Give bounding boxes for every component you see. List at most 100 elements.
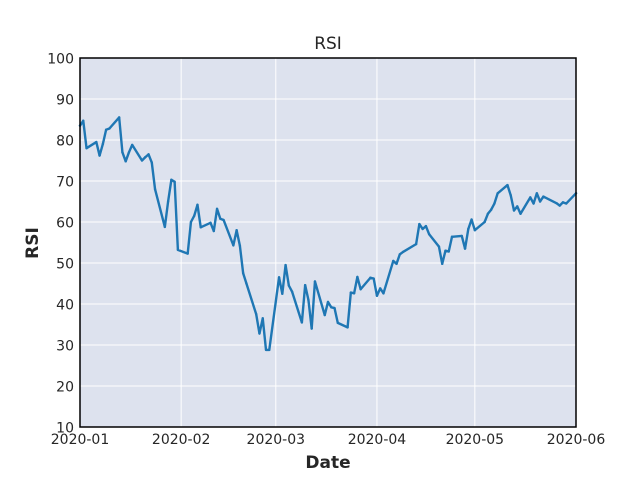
rsi-data-point: [427, 233, 431, 236]
rsi-data-point: [127, 151, 131, 154]
rsi-data-point: [538, 200, 542, 203]
rsi-data-point: [144, 156, 147, 159]
rsi-data-point: [121, 151, 124, 154]
rsi-data-point: [303, 283, 307, 287]
rsi-data-point: [241, 272, 245, 275]
rsi-data-point: [421, 227, 424, 231]
x-tick-label: 2020-01: [51, 432, 110, 448]
rsi-data-point: [232, 244, 235, 247]
rsi-data-point: [473, 229, 477, 232]
y-tick-label: 70: [56, 175, 74, 191]
rsi-data-point: [512, 209, 516, 212]
rsi-data-point: [117, 116, 121, 119]
rsi-data-point: [193, 214, 196, 218]
rsi-data-point: [565, 202, 568, 205]
rsi-data-point: [277, 276, 281, 279]
rsi-data-point: [555, 201, 558, 205]
rsi-data-point: [424, 224, 428, 228]
rsi-data-point: [140, 159, 144, 162]
rsi-data-point: [281, 292, 284, 295]
rsi-data-point: [395, 262, 398, 266]
rsi-data-point: [108, 127, 111, 130]
data-series: [78, 116, 578, 352]
rsi-data-point: [450, 235, 454, 238]
rsi-data-point: [313, 280, 317, 283]
rsi-data-point: [535, 192, 539, 195]
rsi-data-point: [375, 294, 379, 297]
rsi-data-point: [209, 221, 212, 225]
rsi-data-point: [258, 332, 261, 335]
rsi-data-point: [486, 212, 490, 215]
rsi-data-point: [261, 317, 264, 320]
rsi-data-point: [310, 327, 313, 330]
rsi-data-point: [186, 252, 189, 255]
x-tick-label: 2020-02: [152, 432, 211, 448]
rsi-data-point: [215, 207, 219, 211]
rsi-data-point: [82, 119, 85, 122]
plot-background: [80, 58, 576, 427]
rsi-data-point: [235, 229, 238, 232]
rsi-data-point: [447, 250, 450, 253]
x-axis-label: Date: [305, 453, 350, 473]
rsi-data-point: [189, 220, 193, 224]
rsi-data-point: [561, 201, 565, 204]
y-tick-label: 90: [56, 93, 74, 109]
rsi-data-point: [529, 196, 532, 199]
rsi-data-point: [323, 313, 326, 317]
y-tick-label: 40: [56, 298, 74, 314]
rsi-data-point: [104, 128, 108, 131]
rsi-data-point: [352, 292, 356, 295]
rsi-data-point: [506, 183, 509, 187]
rsi-data-point: [307, 298, 310, 302]
y-axis-label: RSI: [23, 227, 43, 259]
rsi-data-point: [359, 288, 362, 291]
rsi-data-point: [245, 282, 248, 285]
rsi-data-point: [401, 250, 405, 254]
rsi-data-point: [532, 202, 535, 205]
y-tick-label: 80: [56, 134, 74, 150]
rsi-data-point: [199, 226, 202, 229]
rsi-data-point: [131, 143, 134, 147]
x-tick-label: 2020-06: [547, 432, 606, 448]
plot-frame: [79, 57, 577, 428]
rsi-data-point: [346, 326, 349, 329]
rsi-data-point: [336, 321, 339, 325]
rsi-data-point: [98, 154, 101, 157]
rsi-data-point: [441, 262, 444, 266]
rsi-data-point: [153, 188, 157, 191]
rsi-data-point: [173, 180, 176, 184]
x-tick-label: 2020-03: [247, 432, 306, 448]
rsi-data-point: [150, 161, 153, 164]
rsi-data-point: [542, 195, 545, 198]
rsi-data-point: [418, 222, 421, 226]
rsi-data-point: [470, 218, 473, 221]
rsi-data-point: [330, 306, 333, 309]
rsi-data-point: [369, 276, 372, 279]
rsi-data-point: [85, 147, 88, 150]
rsi-data-point: [463, 247, 467, 250]
x-tick-label: 2020-04: [348, 432, 407, 448]
rsi-data-point: [333, 306, 336, 310]
rsi-data-point: [268, 348, 271, 352]
y-tick-label: 20: [56, 380, 74, 396]
rsi-data-point: [483, 220, 486, 224]
rsi-data-point: [349, 291, 353, 294]
rsi-data-point: [460, 234, 463, 238]
rsi-data-point: [219, 217, 222, 220]
rsi-data-point: [519, 212, 522, 215]
rsi-data-point: [493, 202, 496, 205]
rsi-data-point: [101, 142, 105, 146]
rsi-data-point: [196, 203, 199, 206]
rsi-data-point: [290, 290, 294, 293]
rsi-data-point: [437, 245, 441, 248]
rsi-data-point: [170, 178, 173, 181]
rsi-data-point: [163, 225, 167, 229]
y-tick-label: 60: [56, 216, 74, 232]
y-tick-label: 100: [47, 52, 74, 68]
rsi-data-point: [212, 229, 215, 233]
rsi-data-point: [356, 275, 359, 279]
rsi-data-point: [558, 204, 561, 207]
y-tick-label: 50: [56, 257, 74, 273]
